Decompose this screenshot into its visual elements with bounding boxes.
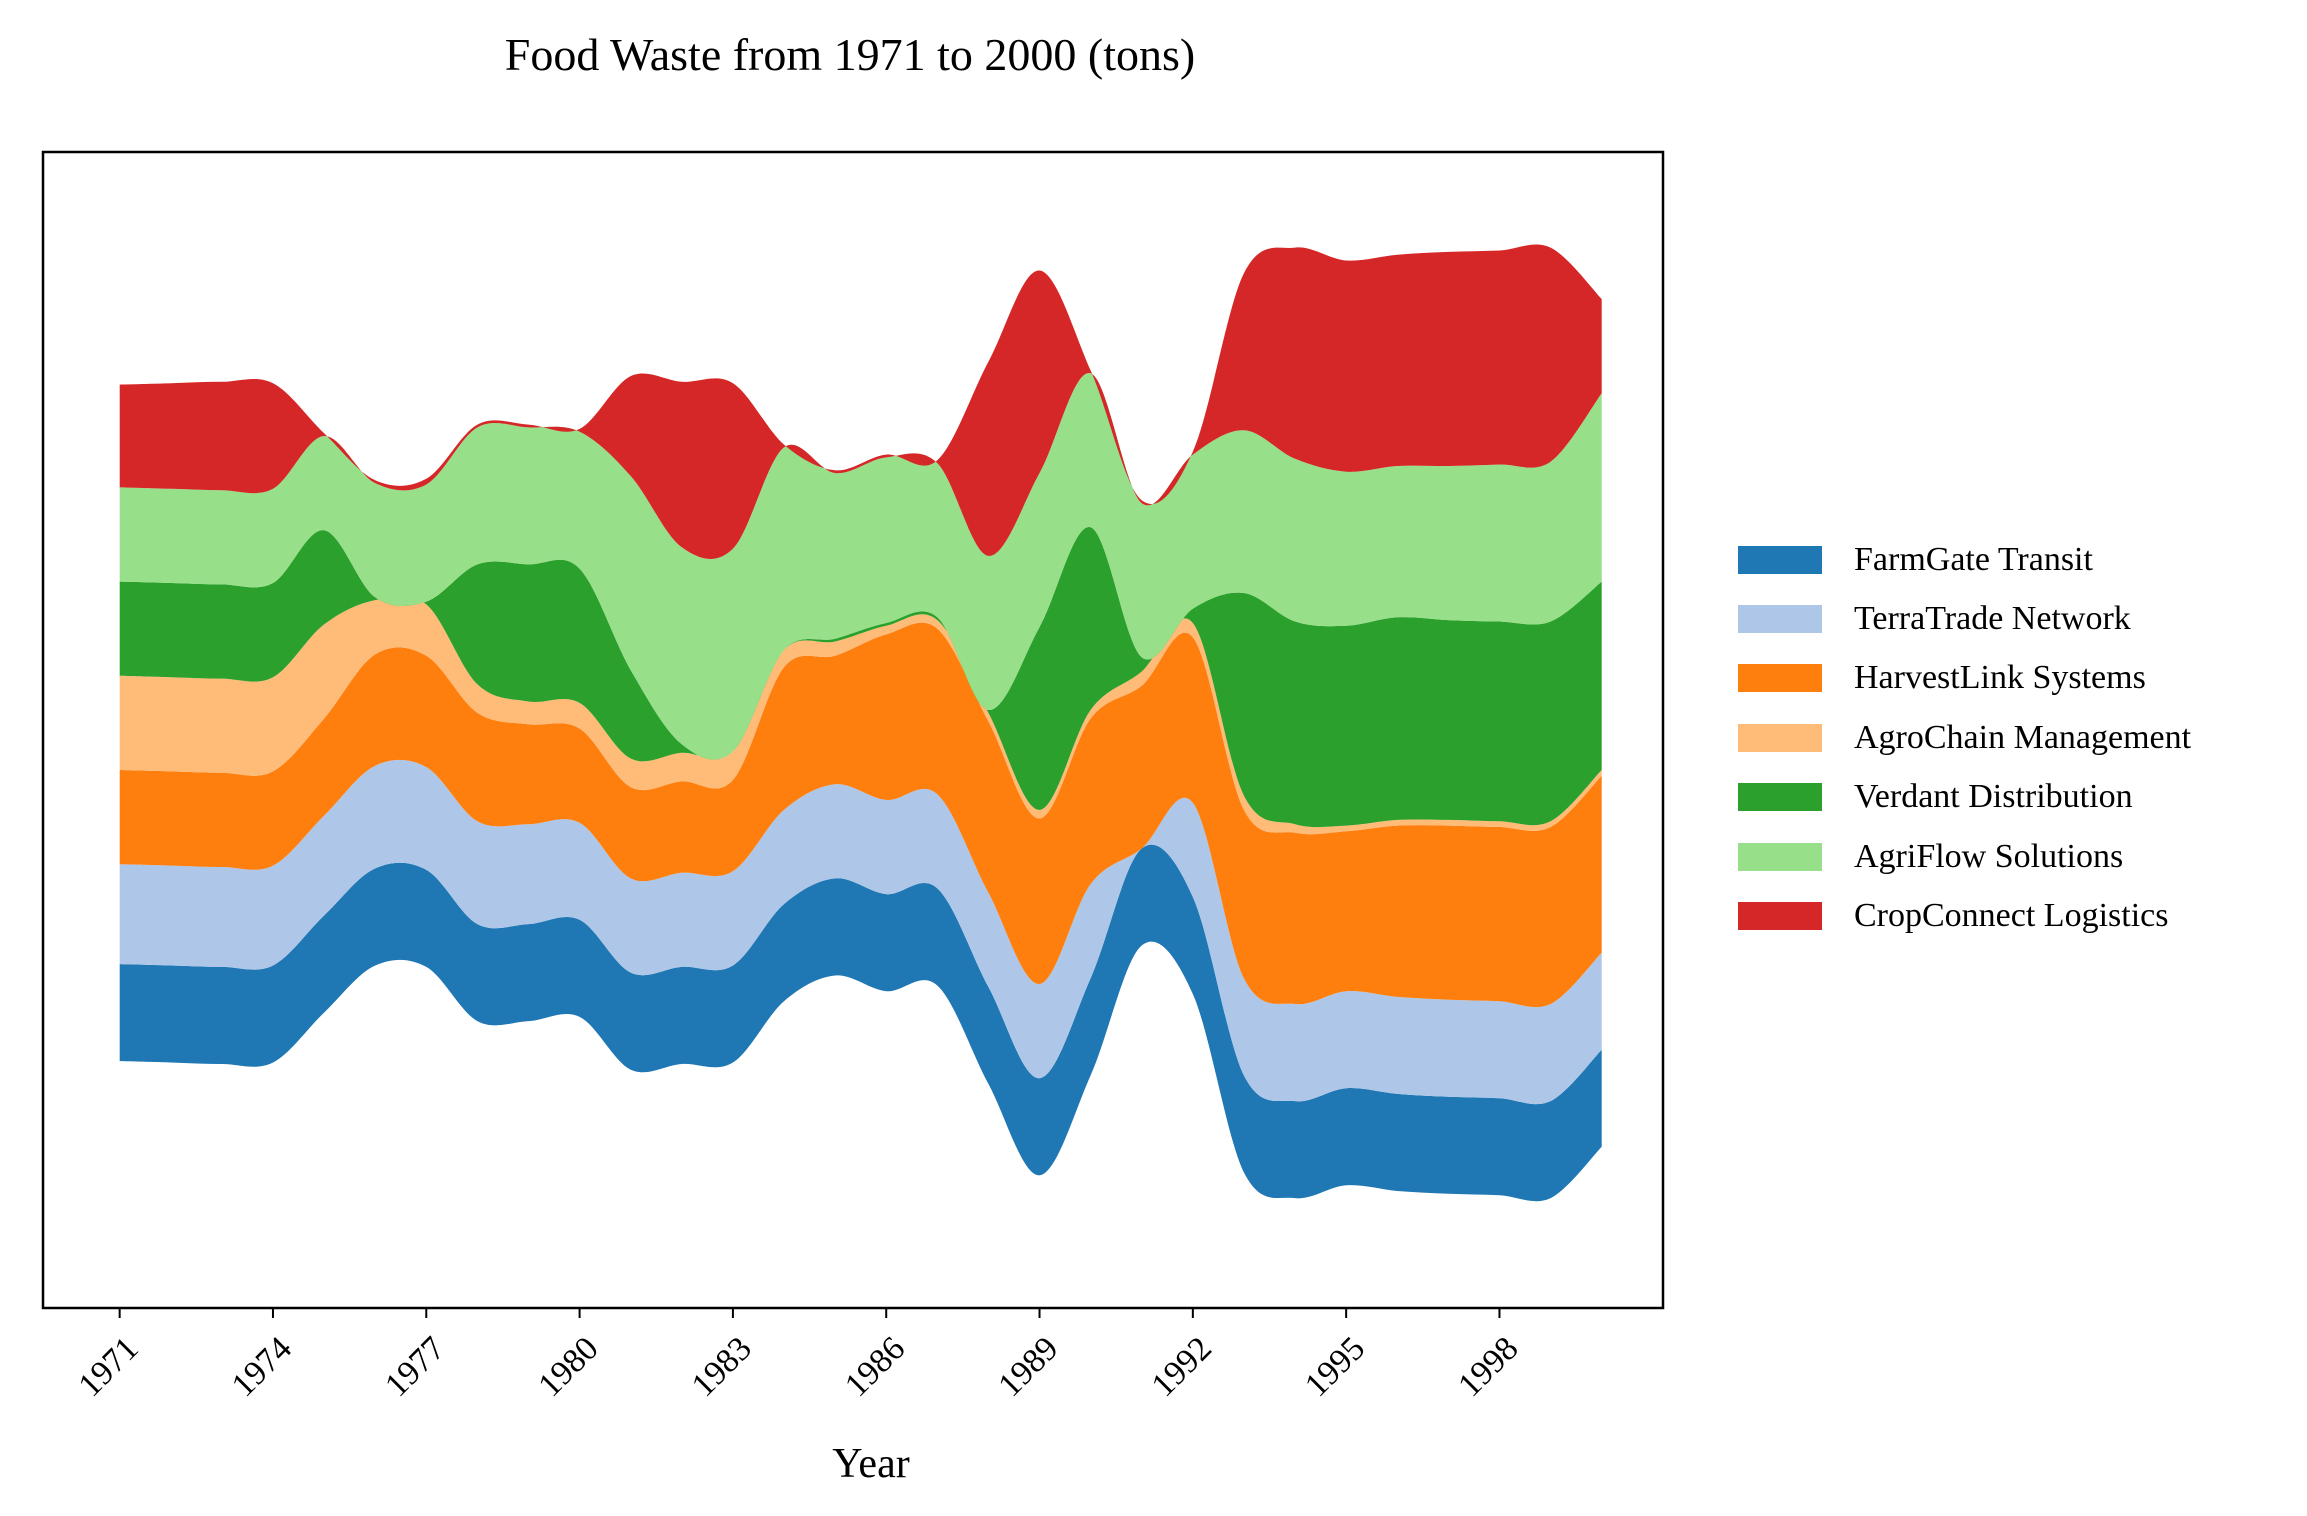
x-tick-label: 1992 xyxy=(1145,1330,1219,1404)
x-tick-label: 1974 xyxy=(225,1330,299,1404)
legend-label: Verdant Distribution xyxy=(1854,778,2133,816)
legend-label: TerraTrade Network xyxy=(1854,600,2131,638)
stream-farmgate-transit xyxy=(119,844,1602,1202)
x-tick-label: 1977 xyxy=(378,1330,452,1404)
legend-item: AgroChain Management xyxy=(1738,708,2191,767)
legend-item: HarvestLink Systems xyxy=(1738,649,2191,708)
legend-swatch xyxy=(1738,902,1822,931)
x-tick-label: 1980 xyxy=(531,1330,605,1404)
legend-label: AgroChain Management xyxy=(1854,718,2192,756)
legend-swatch xyxy=(1738,842,1822,871)
legend: FarmGate Transit TerraTrade Network Harves… xyxy=(1738,530,2191,946)
chart-title: Food Waste from 1971 to 2000 (tons) xyxy=(504,29,1196,80)
legend-item: FarmGate Transit xyxy=(1738,530,2191,589)
x-tick-label: 1986 xyxy=(838,1330,912,1404)
x-tick-label: 1983 xyxy=(685,1330,759,1404)
stream-cropconnect-logistics xyxy=(119,244,1602,560)
legend-swatch xyxy=(1738,605,1822,634)
x-tick-label: 1971 xyxy=(71,1330,145,1404)
legend-label: HarvestLink Systems xyxy=(1854,659,2146,697)
x-axis-ticks: 1971 1974 1977 1980 1983 1986 1989 1992 1995 1998 xyxy=(71,1308,1526,1404)
x-tick-label: 1995 xyxy=(1298,1330,1372,1404)
legend-swatch xyxy=(1738,783,1822,812)
stream-layers xyxy=(119,244,1602,1202)
stream-agrochain-management xyxy=(119,595,1602,835)
plot-frame xyxy=(41,150,1665,1310)
stream-harvestlink-systems xyxy=(119,622,1602,1008)
stream-terratrade-network xyxy=(119,759,1602,1105)
legend-label: AgriFlow Solutions xyxy=(1854,837,2124,875)
legend-swatch xyxy=(1738,664,1822,693)
x-tick-label: 1989 xyxy=(991,1330,1065,1404)
legend-swatch xyxy=(1738,723,1822,752)
legend-label: CropConnect Logistics xyxy=(1854,897,2169,935)
legend-item: AgriFlow Solutions xyxy=(1738,827,2191,886)
x-axis-label: Year xyxy=(832,1441,910,1487)
legend-item: CropConnect Logistics xyxy=(1738,886,2191,945)
stream-agriflow-solutions xyxy=(119,372,1602,760)
stream-verdant-distribution xyxy=(119,527,1602,828)
x-tick-label: 1998 xyxy=(1451,1330,1525,1404)
legend-swatch xyxy=(1738,545,1822,574)
legend-item: Verdant Distribution xyxy=(1738,768,2191,827)
legend-label: FarmGate Transit xyxy=(1854,540,2093,578)
legend-item: TerraTrade Network xyxy=(1738,589,2191,648)
